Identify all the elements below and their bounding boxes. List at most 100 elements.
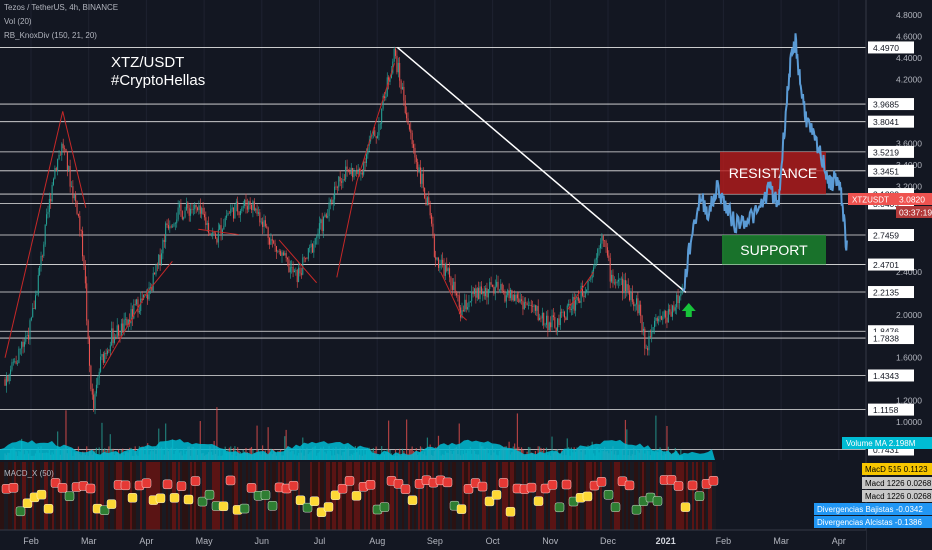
macd-stripe <box>108 462 110 530</box>
macd-stripe <box>446 462 448 530</box>
macd-stripe <box>248 462 250 530</box>
macd-stripe <box>46 462 48 530</box>
candle-body <box>491 284 493 287</box>
macd-stripe <box>234 462 236 530</box>
macd-marker <box>15 506 26 517</box>
macd-stripe <box>4 462 6 530</box>
candle-body <box>262 221 264 227</box>
candle-body <box>192 209 194 210</box>
macd-stripe <box>506 462 508 530</box>
macd-marker <box>176 481 187 491</box>
candle-body <box>77 213 79 217</box>
candle-body <box>309 247 311 249</box>
candle-body <box>25 335 27 342</box>
macd-stripe <box>480 462 482 530</box>
candle-body <box>634 304 636 307</box>
macd-marker <box>57 483 68 493</box>
candle-body <box>316 237 318 239</box>
candle-body <box>400 80 402 90</box>
time-axis[interactable]: Feb Mar Apr May Jun Jul Aug Sep Oct Nov Dec 2021 Feb… <box>0 529 866 550</box>
time-tick-label: Sep <box>427 536 443 546</box>
level-badge-label: 3.8041 <box>873 117 899 127</box>
candle-body <box>79 216 81 230</box>
macd-stripe <box>114 462 116 530</box>
macd-badge <box>814 516 932 528</box>
macd-badge <box>862 477 932 489</box>
macd-stripe <box>390 462 392 530</box>
candle-body <box>94 393 96 409</box>
macd-stripe <box>704 462 706 530</box>
candle-body <box>652 327 654 331</box>
macd-marker <box>43 504 54 514</box>
candle-body <box>212 232 214 235</box>
candle-body <box>141 298 143 300</box>
candle-body <box>187 202 189 209</box>
candle-body <box>461 310 463 318</box>
macd-marker <box>22 498 33 508</box>
macd-stripe <box>640 462 642 530</box>
candle-body <box>180 204 182 212</box>
candle-body <box>131 309 133 319</box>
macd-stripe <box>12 462 14 530</box>
candle-body <box>541 312 543 319</box>
candle-body <box>101 354 103 357</box>
candle-body <box>321 219 323 232</box>
candle-body <box>673 305 675 311</box>
macd-stripe <box>478 462 480 530</box>
candle-body <box>509 289 511 299</box>
macd-marker <box>169 493 180 503</box>
candle-body <box>581 285 583 296</box>
macd-badge <box>862 463 932 475</box>
candle-body <box>338 176 340 188</box>
macd-marker <box>379 502 390 512</box>
macd-stripe <box>540 462 542 530</box>
divergence-line <box>278 239 317 284</box>
macd-stripe <box>58 462 60 530</box>
candle-body <box>666 317 668 323</box>
price-tick-label: 1.2000 <box>896 396 922 406</box>
candle-body <box>606 247 608 256</box>
volume-bar <box>216 407 218 460</box>
macd-stripe <box>328 462 330 530</box>
time-tick-label: Apr <box>139 536 153 546</box>
symbol-title[interactable]: Tezos / TetherUS, 4h, BINANCE <box>4 3 119 12</box>
macd-stripe <box>614 462 616 530</box>
candle-body <box>235 201 237 205</box>
candle-body <box>435 256 437 260</box>
candle-body <box>281 252 283 256</box>
macd-stripe <box>552 462 554 530</box>
volume-bar <box>285 429 287 460</box>
candle-body <box>648 336 650 351</box>
candle-body <box>345 166 347 180</box>
divergence-line <box>440 271 462 316</box>
candle-body <box>259 212 261 223</box>
candle-body <box>519 299 521 303</box>
candle-body <box>269 237 271 245</box>
macd-stripe <box>284 462 286 530</box>
candle-body <box>662 316 664 320</box>
candle-body <box>537 306 539 320</box>
candle-body <box>18 348 20 364</box>
candle-body <box>273 240 275 244</box>
macd-stripe <box>568 462 570 530</box>
volume-legend[interactable]: Vol (20) <box>4 17 32 26</box>
candle-body <box>353 170 355 178</box>
candle-body <box>618 279 620 282</box>
candle-body <box>493 286 495 294</box>
indicator-legend[interactable]: RB_KnoxDiv (150, 21, 20) <box>4 31 97 40</box>
macd-marker <box>120 480 131 491</box>
candle-body <box>75 195 77 202</box>
macd-marker <box>309 496 320 506</box>
time-tick-label: Dec <box>600 536 617 546</box>
level-badge-label: 4.4970 <box>873 43 899 53</box>
candle-body <box>292 266 294 273</box>
macd-stripe <box>382 462 384 530</box>
price-axis[interactable]: 4.80004.60004.40004.20003.60003.40003.20… <box>865 0 932 550</box>
candle-body <box>576 297 578 300</box>
candle-body <box>479 286 481 299</box>
macd-stripe <box>460 462 462 530</box>
macd-legend[interactable]: MACD_X (50) <box>4 469 54 478</box>
candle-body <box>203 214 205 218</box>
candle-body <box>278 250 280 252</box>
